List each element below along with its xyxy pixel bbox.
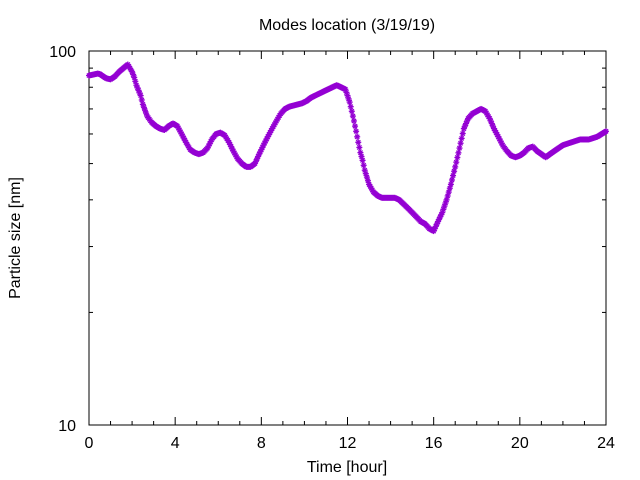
data-point xyxy=(352,123,359,130)
x-tick-label: 20 xyxy=(511,435,529,452)
x-axis-label: Time [hour] xyxy=(307,459,387,476)
data-point xyxy=(454,154,461,161)
data-point xyxy=(229,145,236,152)
data-point xyxy=(349,113,356,120)
data-point xyxy=(457,140,464,147)
data-point xyxy=(455,149,462,156)
x-tick-label: 16 xyxy=(425,435,443,452)
axis-tick-labels: 0 4 8 12 16 20 24 10 100 xyxy=(49,44,615,452)
plot-frame xyxy=(88,50,607,426)
data-point xyxy=(447,181,454,188)
x-tick-label: 4 xyxy=(171,435,180,452)
data-point xyxy=(603,128,609,135)
data-point xyxy=(434,218,441,225)
x-tick-label: 12 xyxy=(339,435,357,452)
y-tick-label: 100 xyxy=(49,44,76,61)
x-tick-label: 24 xyxy=(597,435,615,452)
data-point xyxy=(445,189,452,196)
data-point xyxy=(346,99,353,106)
data-point xyxy=(348,108,355,115)
data-point xyxy=(353,128,360,135)
axis-ticks xyxy=(88,50,607,426)
data-point xyxy=(456,145,463,152)
data-point xyxy=(138,96,145,103)
data-point xyxy=(354,133,361,140)
data-point xyxy=(360,162,367,169)
data-point xyxy=(448,176,455,183)
data-point xyxy=(453,159,460,166)
data-point xyxy=(450,172,457,179)
chart-title: Modes location (3/19/19) xyxy=(259,17,435,34)
y-tick-label: 10 xyxy=(58,418,76,435)
data-point xyxy=(452,163,459,170)
data-point xyxy=(458,135,465,142)
x-tick-label: 8 xyxy=(257,435,266,452)
data-point xyxy=(347,103,354,110)
data-point xyxy=(459,130,466,137)
x-tick-label: 0 xyxy=(85,435,94,452)
data-point xyxy=(355,139,362,146)
y-axis-label: Particle size [nm] xyxy=(7,177,24,299)
data-point xyxy=(350,117,357,124)
data-point xyxy=(356,144,363,151)
data-point xyxy=(359,157,366,164)
data-point xyxy=(451,168,458,175)
data-series xyxy=(86,61,609,235)
